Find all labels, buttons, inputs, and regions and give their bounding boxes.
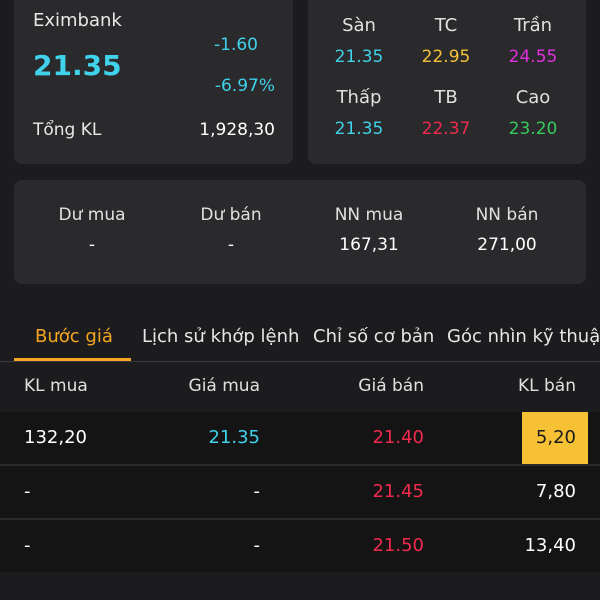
table-row[interactable]: - - 21.50 13,40: [0, 520, 600, 572]
tabs-divider: [0, 361, 600, 362]
sell-price-cell: 21.45: [372, 481, 424, 502]
buy-surplus: Dư mua -: [22, 205, 162, 255]
ceiling-price: Trần 24.55: [488, 15, 578, 67]
foreign-buy-value: 167,31: [339, 235, 399, 255]
high-price-label: Cao: [515, 87, 551, 108]
foreign-sell-label: NN bán: [475, 205, 539, 225]
floor-price-value: 21.35: [334, 47, 384, 67]
price-reference-card: Sàn 21.35 TC 22.95 Trần 24.55 Thấp 21.35…: [308, 0, 586, 164]
average-price: TB 22.37: [401, 87, 491, 139]
sell-volume-cell: 7,80: [535, 481, 576, 502]
high-price: Cao 23.20: [488, 87, 578, 139]
buy-price-cell: -: [253, 481, 261, 502]
low-price-label: Thấp: [336, 87, 382, 108]
reference-price: TC 22.95: [401, 15, 491, 67]
tab-fundamentals[interactable]: Chỉ số cơ bản: [313, 326, 435, 347]
total-volume-label: Tổng KL: [33, 120, 102, 140]
low-price-value: 21.35: [334, 119, 384, 139]
sell-surplus-value: -: [227, 235, 235, 255]
sell-volume-cell: 13,40: [524, 535, 576, 556]
stock-summary-card: Eximbank 21.35 -1.60 -6.97% Tổng KL 1,92…: [14, 0, 293, 164]
sell-volume-header: KL bán: [517, 376, 576, 396]
reference-price-value: 22.95: [421, 47, 471, 67]
floor-price: Sàn 21.35: [314, 15, 404, 67]
buy-surplus-label: Dư mua: [58, 205, 126, 225]
order-flow-card: Dư mua - Dư bán - NN mua 167,31 NN bán 2…: [14, 180, 586, 284]
price-change-value: -1.60: [214, 35, 258, 55]
foreign-buy-label: NN mua: [334, 205, 404, 225]
reference-price-label: TC: [434, 15, 458, 36]
ceiling-price-value: 24.55: [508, 47, 558, 67]
row-divider: [0, 518, 600, 520]
foreign-sell: NN bán 271,00: [437, 205, 577, 255]
sell-surplus: Dư bán -: [161, 205, 301, 255]
buy-volume-cell: -: [24, 535, 31, 556]
ceiling-price-label: Trần: [513, 15, 553, 36]
buy-price-cell: -: [253, 535, 261, 556]
foreign-buy: NN mua 167,31: [299, 205, 439, 255]
sell-volume-cell: 5,20: [535, 427, 576, 448]
price-change-percent: -6.97%: [214, 76, 275, 96]
order-book-header: KL mua Giá mua Giá bán KL bán: [0, 362, 600, 410]
table-row[interactable]: - - 21.45 7,80: [0, 466, 600, 518]
stock-name: Eximbank: [33, 10, 122, 31]
buy-volume-cell: -: [24, 481, 31, 502]
average-price-label: TB: [434, 87, 458, 108]
foreign-sell-value: 271,00: [477, 235, 537, 255]
average-price-value: 22.37: [421, 119, 471, 139]
buy-surplus-value: -: [88, 235, 96, 255]
buy-volume-header: KL mua: [24, 376, 88, 396]
table-row[interactable]: 132,20 21.35 21.40: [0, 412, 600, 464]
sell-price-cell: 21.50: [372, 535, 424, 556]
row-divider: [0, 464, 600, 466]
detail-tabs: Bước giá Lịch sử khớp lệnh Chỉ số cơ bản…: [0, 314, 600, 362]
buy-volume-cell: 132,20: [24, 427, 87, 448]
buy-price-cell: 21.35: [208, 427, 260, 448]
low-price: Thấp 21.35: [314, 87, 404, 139]
tab-price-steps[interactable]: Bước giá: [35, 326, 113, 347]
high-price-value: 23.20: [508, 119, 558, 139]
sell-price-header: Giá bán: [358, 376, 424, 396]
tab-technical-view[interactable]: Góc nhìn kỹ thuật: [447, 326, 600, 347]
buy-price-header: Giá mua: [188, 376, 260, 396]
sell-price-cell: 21.40: [372, 427, 424, 448]
sell-surplus-label: Dư bán: [200, 205, 262, 225]
total-volume-value: 1,928,30: [199, 120, 275, 140]
active-tab-indicator: [14, 358, 131, 361]
current-price: 21.35: [33, 49, 122, 82]
floor-price-label: Sàn: [342, 15, 376, 36]
tab-match-history[interactable]: Lịch sử khớp lệnh: [142, 326, 300, 347]
volume-highlight: [522, 412, 588, 464]
